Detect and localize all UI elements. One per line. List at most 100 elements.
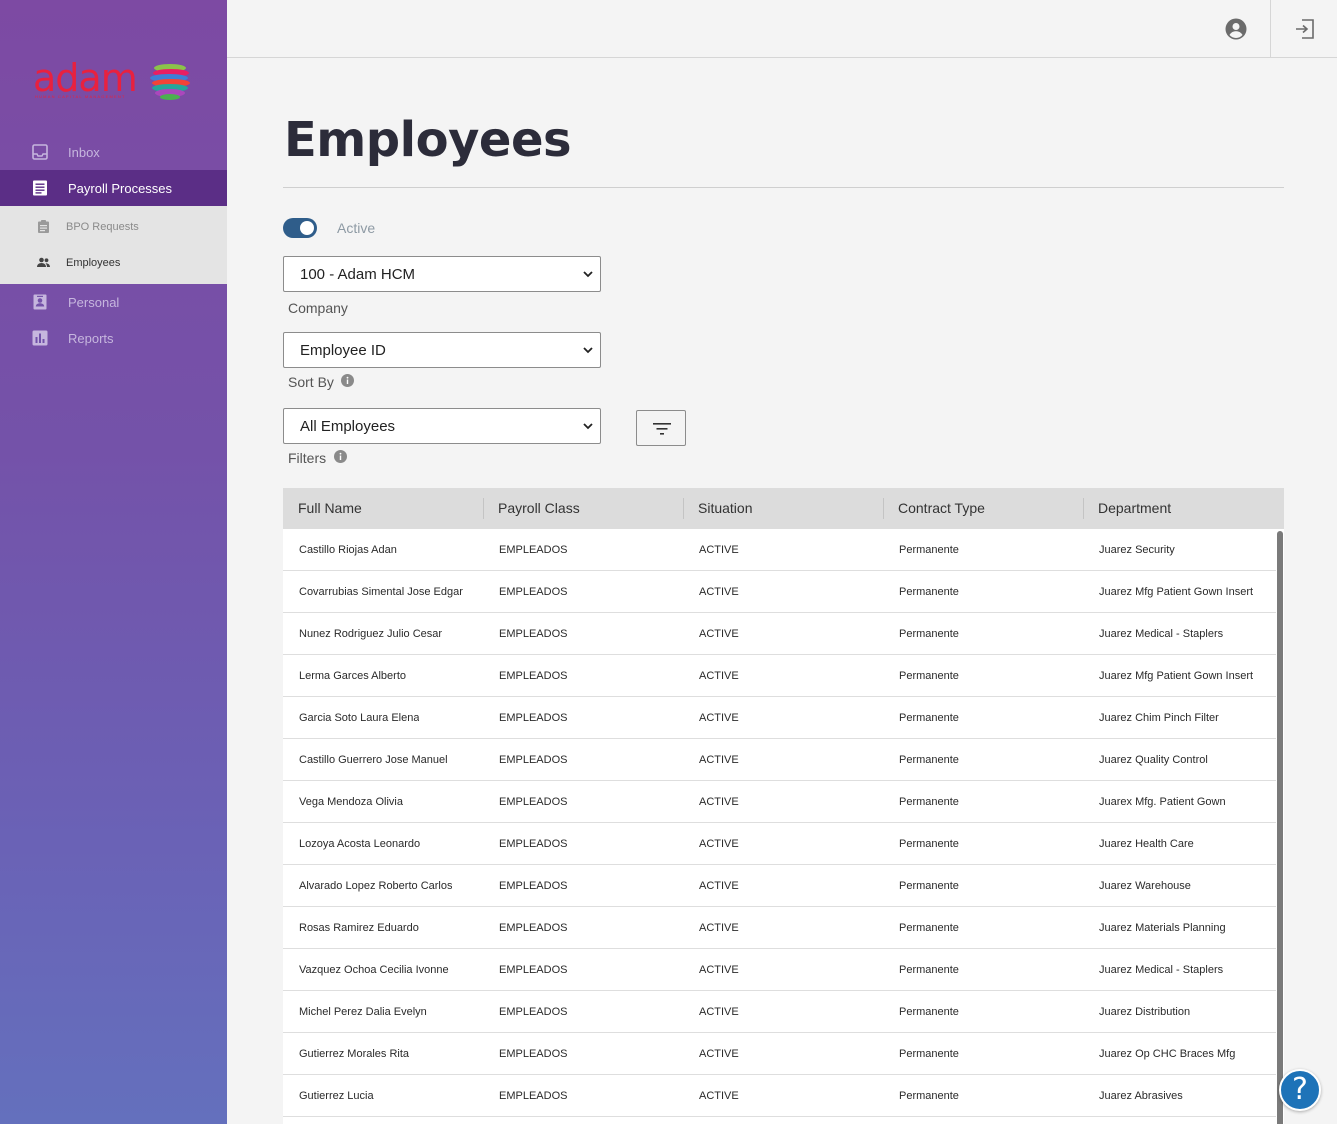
- column-header-contract-type[interactable]: Contract Type: [898, 500, 985, 516]
- account-circle-icon[interactable]: [1225, 18, 1247, 40]
- table-row[interactable]: Alvarado Lopez Roberto Carlos EMPLEADOS AC…: [283, 865, 1276, 907]
- cell-payroll-class: EMPLEADOS: [499, 964, 568, 976]
- table-row[interactable]: Vazquez Ochoa Cecilia Ivonne EMPLEADOS ACT…: [283, 949, 1276, 991]
- inbox-icon: [32, 144, 48, 160]
- sidebar-item-label: Personal: [68, 294, 120, 310]
- cell-department: Juarez Mfg Patient Gown Insert: [1099, 586, 1254, 598]
- table-row[interactable]: Rosas Ramirez Eduardo EMPLEADOS ACTIVE Perm…: [283, 907, 1276, 949]
- table-row[interactable]: Garcia Soto Laura Elena EMPLEADOS ACTIVE Pe…: [283, 697, 1276, 739]
- cell-payroll-class: EMPLEADOS: [499, 1048, 568, 1060]
- logo-stripes-icon: [150, 64, 190, 100]
- table-scrollbar-thumb[interactable]: [1277, 531, 1283, 1124]
- cell-department: Juarez Op CHC Braces Mfg: [1099, 1048, 1236, 1060]
- filters-select-value: All Employees: [300, 418, 396, 435]
- sidebar-item-label: Payroll Processes: [68, 180, 173, 196]
- column-header-full-name[interactable]: Full Name: [298, 500, 362, 516]
- cell-department: Juarez Chim Pinch Filter: [1099, 712, 1219, 724]
- cell-full-name: Michel Perez Dalia Evelyn: [299, 1006, 427, 1018]
- table-row[interactable]: Castillo Guerrero Jose Manuel EMPLEADOS AC…: [283, 739, 1276, 781]
- clipboard-icon: [38, 220, 49, 233]
- column-header-payroll-class[interactable]: Payroll Class: [498, 500, 580, 516]
- table-row[interactable]: Lozoya Acosta Leonardo EMPLEADOS ACTIVE Per…: [283, 823, 1276, 865]
- sidebar-item-label: Reports: [68, 330, 114, 346]
- table-row[interactable]: Gutierrez Morales Rita EMPLEADOS ACTIVE Per…: [283, 1033, 1276, 1075]
- cell-payroll-class: EMPLEADOS: [499, 1090, 568, 1102]
- column-separator[interactable]: [1083, 498, 1084, 519]
- cell-department: Juarez Abrasives: [1099, 1090, 1183, 1102]
- table-row[interactable]: Gutierrez Lucia EMPLEADOS ACTIVE Permanente…: [283, 1075, 1276, 1117]
- info-icon[interactable]: [341, 374, 354, 387]
- column-separator[interactable]: [883, 498, 884, 519]
- cell-full-name: Castillo Riojas Adan: [299, 544, 397, 556]
- filters-label: Filters: [288, 450, 327, 466]
- cell-contract-type: Permanente: [899, 796, 959, 808]
- cell-contract-type: Permanente: [899, 1006, 959, 1018]
- top-bar: [227, 0, 1337, 58]
- filters-select[interactable]: All Employees: [283, 408, 601, 444]
- cell-full-name: Gutierrez Lucia: [299, 1090, 374, 1102]
- column-header-department[interactable]: Department: [1098, 500, 1172, 516]
- cell-contract-type: Permanente: [899, 1048, 959, 1060]
- sidebar-item-inbox[interactable]: Inbox: [0, 134, 227, 170]
- cell-contract-type: Permanente: [899, 586, 959, 598]
- cell-full-name: Vega Mendoza Olivia: [299, 796, 403, 808]
- sidebar-item-label: Inbox: [68, 144, 100, 160]
- company-select[interactable]: 100 - Adam HCM: [283, 256, 601, 292]
- table-row[interactable]: Covarrubias Simental Jose Edgar EMPLEADOS…: [283, 571, 1276, 613]
- subnav-item-label: Employees: [66, 257, 121, 269]
- sort-by-select[interactable]: Employee ID: [283, 332, 601, 368]
- cell-payroll-class: EMPLEADOS: [499, 628, 568, 640]
- table-row[interactable]: Nunez Rodriguez Julio Cesar EMPLEADOS ACTI…: [283, 613, 1276, 655]
- table-row[interactable]: Castillo Riojas Adan EMPLEADOS ACTIVE Perma…: [283, 529, 1276, 571]
- cell-department: Juarez Security: [1099, 544, 1175, 556]
- cell-department: Juarez Warehouse: [1099, 880, 1191, 892]
- cell-contract-type: Permanente: [899, 1090, 959, 1102]
- sidebar-item-personal[interactable]: Personal: [0, 284, 227, 320]
- cell-situation: ACTIVE: [699, 544, 739, 556]
- adam-logo[interactable]: adam HUMAN CAPITAL MANAGEMENT: [33, 56, 193, 102]
- cell-situation: ACTIVE: [699, 964, 739, 976]
- table-row[interactable]: Vega Mendoza Olivia EMPLEADOS ACTIVE Perman…: [283, 781, 1276, 823]
- cell-situation: ACTIVE: [699, 1090, 739, 1102]
- filter-button[interactable]: [636, 410, 686, 446]
- cell-department: Juarez Medical - Staplers: [1099, 628, 1224, 640]
- document-list-icon: [33, 180, 47, 196]
- cell-full-name: Castillo Guerrero Jose Manuel: [299, 754, 448, 766]
- cell-situation: ACTIVE: [699, 1006, 739, 1018]
- logout-icon[interactable]: [1293, 17, 1317, 41]
- cell-situation: ACTIVE: [699, 796, 739, 808]
- subnav-item-employees[interactable]: Employees: [0, 244, 227, 280]
- sort-by-label: Sort By: [288, 374, 334, 390]
- cell-situation: ACTIVE: [699, 838, 739, 850]
- table-row[interactable]: Lerma Garces Alberto EMPLEADOS ACTIVE Perma…: [283, 655, 1276, 697]
- cell-payroll-class: EMPLEADOS: [499, 796, 568, 808]
- help-button[interactable]: ?: [1279, 1069, 1321, 1111]
- id-badge-icon: [33, 294, 47, 310]
- cell-payroll-class: EMPLEADOS: [499, 922, 568, 934]
- chevron-down-icon: [583, 271, 593, 278]
- chevron-down-icon: [583, 423, 593, 430]
- sidebar-item-reports[interactable]: Reports: [0, 320, 227, 356]
- subnav-item-bpo-requests[interactable]: BPO Requests: [0, 208, 227, 244]
- cell-full-name: Alvarado Lopez Roberto Carlos: [299, 880, 453, 892]
- chevron-down-icon: [583, 347, 593, 354]
- cell-department: Juarez Medical - Staplers: [1099, 964, 1224, 976]
- table-header: Full Name Payroll Class Situation Contra…: [283, 488, 1284, 529]
- cell-payroll-class: EMPLEADOS: [499, 544, 568, 556]
- logo-wordmark: adam: [33, 56, 138, 100]
- cell-contract-type: Permanente: [899, 754, 959, 766]
- cell-contract-type: Permanente: [899, 670, 959, 682]
- column-header-situation[interactable]: Situation: [698, 500, 753, 516]
- table-row[interactable]: Michel Perez Dalia Evelyn EMPLEADOS ACTIVE…: [283, 991, 1276, 1033]
- column-separator[interactable]: [483, 498, 484, 519]
- topbar-divider: [1270, 0, 1271, 58]
- cell-situation: ACTIVE: [699, 880, 739, 892]
- active-toggle[interactable]: [283, 218, 317, 238]
- cell-contract-type: Permanente: [899, 838, 959, 850]
- column-separator[interactable]: [683, 498, 684, 519]
- sidebar-item-payroll-processes[interactable]: Payroll Processes: [0, 170, 227, 206]
- cell-department: Juarez Materials Planning: [1099, 922, 1226, 934]
- cell-payroll-class: EMPLEADOS: [499, 838, 568, 850]
- cell-situation: ACTIVE: [699, 1048, 739, 1060]
- info-icon[interactable]: [334, 450, 347, 463]
